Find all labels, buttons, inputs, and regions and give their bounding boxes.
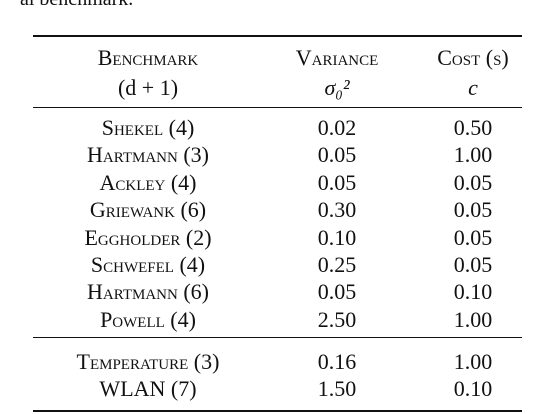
cell-value: 0.10 bbox=[453, 279, 493, 305]
cell-value: 0.50 bbox=[453, 115, 493, 140]
cell-value: 1.50 bbox=[317, 376, 357, 402]
cell-value: 0.05 bbox=[453, 252, 493, 277]
cell-value: 0.10 bbox=[453, 376, 493, 402]
mid-rule bbox=[33, 107, 522, 108]
cell-value: 0.10 bbox=[317, 224, 357, 250]
cell-value: 0.05 bbox=[453, 224, 493, 250]
benchmark-name: WLAN (7) bbox=[99, 376, 197, 402]
caption: al benchmark. bbox=[20, 0, 133, 11]
group-rule bbox=[33, 337, 522, 338]
cell-value: 0.02 bbox=[317, 115, 357, 140]
column-header: Benchmark bbox=[97, 45, 199, 70]
cell-value: 0.05 bbox=[317, 169, 357, 195]
cell-value: 0.05 bbox=[317, 279, 357, 305]
cell-value: 0.05 bbox=[317, 142, 357, 168]
column-subheader: (d + 1) bbox=[117, 75, 179, 100]
bottom-rule bbox=[33, 410, 522, 412]
cell-value: 1.00 bbox=[453, 142, 493, 168]
benchmark-name: Hartmann (3) bbox=[87, 142, 209, 168]
cell-value: 0.05 bbox=[453, 197, 493, 223]
benchmark-name: Temperature (3) bbox=[76, 349, 220, 374]
cell-value: 1.00 bbox=[453, 306, 493, 332]
column-header: Variance bbox=[295, 45, 379, 70]
benchmark-name: Schwefel (4) bbox=[90, 252, 206, 277]
column-subheader: σ₀² bbox=[324, 75, 350, 100]
benchmark-name: Hartmann (6) bbox=[87, 279, 209, 305]
cell-value: 2.50 bbox=[317, 306, 357, 332]
cell-value: 0.16 bbox=[317, 349, 357, 374]
top-rule bbox=[33, 35, 522, 37]
column-header: Cost (s) bbox=[437, 45, 509, 70]
column-subheader: c bbox=[468, 75, 478, 100]
benchmark-name: Ackley (4) bbox=[99, 169, 197, 195]
benchmark-name: Eggholder (2) bbox=[84, 224, 212, 250]
benchmark-name: Shekel (4) bbox=[101, 115, 195, 140]
cell-value: 0.30 bbox=[317, 197, 357, 223]
benchmark-name: Griewank (6) bbox=[89, 197, 207, 223]
cell-value: 0.25 bbox=[317, 252, 357, 277]
cell-value: 1.00 bbox=[453, 349, 493, 374]
cell-value: 0.05 bbox=[453, 169, 493, 195]
benchmark-name: Powell (4) bbox=[100, 306, 196, 332]
